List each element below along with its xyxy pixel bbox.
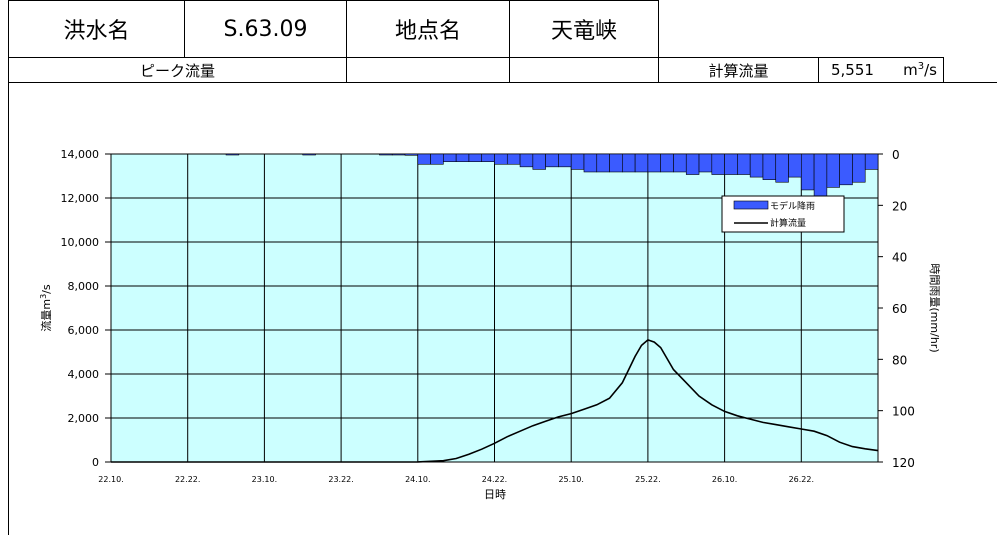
rainfall-bar (839, 153, 853, 186)
y-right-axis-title: 時間雨量(mm/hr) (928, 263, 941, 352)
rainfall-bar (391, 153, 406, 156)
x-tick-label: 22.10. (98, 475, 123, 484)
y-right-tick-label: 80 (892, 353, 907, 367)
rainfall-bar (864, 153, 879, 170)
rainfall-bar (506, 153, 521, 165)
calc-flow-unit: m3/s (903, 61, 937, 79)
rainfall-bar (634, 153, 649, 173)
rainfall-bar (481, 153, 495, 162)
rainfall-bar (622, 153, 636, 173)
rainfall-bar (737, 153, 751, 175)
y-right-tick-label: 100 (892, 405, 915, 419)
calc-flow-value: 5,551 (831, 61, 874, 79)
y-right-tick-label: 0 (892, 148, 900, 162)
rainfall-bar (494, 153, 508, 165)
y-left-tick-label: 12,000 (61, 192, 100, 205)
flood-name-label: 洪水名 (8, 0, 185, 58)
x-tick-label: 26.10. (712, 475, 737, 484)
x-tick-label: 26.22. (789, 475, 814, 484)
rainfall-bar (596, 153, 610, 173)
site-name-value: 天竜峡 (509, 0, 659, 58)
rainfall-bar (545, 153, 559, 168)
rainfall-bar (532, 153, 546, 170)
chart-frame (8, 82, 997, 535)
rainfall-bar (558, 153, 572, 168)
x-tick-label: 23.22. (328, 475, 353, 484)
x-tick-label: 22.22. (175, 475, 200, 484)
rainfall-bar (762, 153, 777, 180)
y-right-tick-label: 60 (892, 302, 907, 316)
rainfall-bar (609, 153, 623, 173)
rainfall-bar (749, 153, 764, 178)
rainfall-bar (673, 153, 687, 173)
rainfall-bar (583, 153, 598, 173)
rainfall-bar (570, 153, 585, 170)
rainfall-bar (826, 153, 840, 188)
x-tick-label: 24.10. (405, 475, 430, 484)
legend-rain-label: モデル降雨 (770, 200, 815, 212)
rainfall-bar (647, 153, 661, 173)
rainfall-bar (800, 153, 815, 191)
y-left-tick-label: 0 (92, 456, 99, 469)
y-left-tick-label: 14,000 (61, 148, 100, 161)
site-name-label: 地点名 (346, 0, 510, 58)
x-tick-label: 25.10. (558, 475, 583, 484)
rainfall-bar (417, 153, 431, 165)
x-tick-label: 23.10. (252, 475, 277, 484)
y-right-tick-label: 120 (892, 456, 915, 470)
rainfall-bar (468, 153, 483, 162)
y-left-axis-title: 流量m3/s (39, 284, 53, 332)
rainfall-bar (404, 153, 419, 156)
y-left-tick-label: 2,000 (68, 412, 100, 425)
y-left-tick-label: 10,000 (61, 236, 100, 249)
y-right-tick-label: 40 (892, 251, 907, 265)
y-right-tick-label: 20 (892, 199, 907, 213)
rainfall-bar (698, 153, 713, 173)
rainfall-bar (519, 153, 534, 168)
x-tick-label: 25.22. (635, 475, 660, 484)
rainfall-bar (852, 153, 866, 183)
rainfall-bar (379, 153, 393, 156)
calc-flow-label: 計算流量 (658, 57, 819, 83)
rainfall-bar (225, 153, 240, 156)
rainfall-bar (443, 153, 457, 162)
legend-rain-swatch (733, 200, 769, 210)
x-tick-label: 24.22. (482, 475, 507, 484)
rainfall-bar (775, 153, 789, 183)
rainfall-bar (302, 153, 316, 156)
legend-flow-label: 計算流量 (770, 217, 806, 229)
rainfall-bar (660, 153, 674, 173)
rainfall-bar (430, 153, 444, 165)
rainfall-bar (788, 153, 802, 178)
rainfall-bar (455, 153, 470, 162)
x-axis-title: 日時 (484, 488, 506, 501)
y-left-tick-label: 6,000 (68, 324, 100, 337)
y-left-tick-label: 8,000 (68, 280, 100, 293)
rainfall-bar (711, 153, 725, 175)
rainfall-bar (685, 153, 700, 175)
peak-flow-label: ピーク流量 (8, 57, 347, 83)
rainfall-bar (724, 153, 738, 175)
y-left-tick-label: 4,000 (68, 368, 100, 381)
flow-line (111, 338, 879, 463)
